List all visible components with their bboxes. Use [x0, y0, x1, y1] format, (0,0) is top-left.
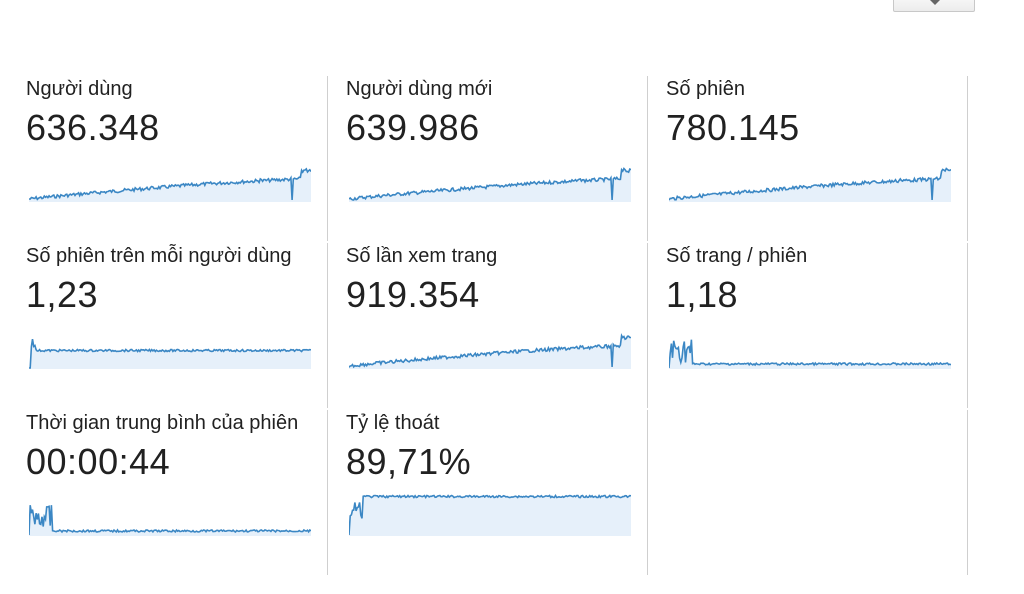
- sparkline-svg: [669, 167, 951, 202]
- sparkline-line: [349, 333, 631, 369]
- metric-card-avg-session-duration[interactable]: Thời gian trung bình của phiên 00:00:44: [8, 410, 328, 577]
- sparkline-line: [669, 339, 951, 369]
- metric-card-bounce-rate[interactable]: Tỷ lệ thoát 89,71%: [328, 410, 648, 577]
- metric-card-new-users[interactable]: Người dùng mới 639.986: [328, 76, 648, 243]
- sparkline-line: [669, 167, 951, 201]
- metric-value: 89,71%: [346, 441, 472, 482]
- metric-label: Người dùng: [26, 78, 133, 100]
- sparkline-area: [29, 505, 311, 536]
- metric-value: 639.986: [346, 107, 480, 148]
- sparkline: [669, 327, 951, 369]
- metric-card-pages-per-session[interactable]: Số trang / phiên 1,18: [648, 243, 968, 410]
- sparkline: [349, 327, 631, 369]
- metric-label: Số phiên trên mỗi người dùng: [26, 245, 292, 267]
- metric-label: Số trang / phiên: [666, 245, 808, 267]
- metrics-grid: Người dùng 636.348 Người dùng mới 639.98…: [8, 76, 968, 577]
- sparkline-svg: [29, 338, 311, 369]
- sparkline-line: [29, 505, 311, 536]
- sparkline: [29, 327, 311, 369]
- metric-value: 780.145: [666, 107, 800, 148]
- sparkline-svg: [349, 167, 631, 202]
- sparkline-area: [669, 168, 951, 202]
- metric-card-users[interactable]: Người dùng 636.348: [8, 76, 328, 243]
- metric-value: 636.348: [26, 107, 160, 148]
- sparkline-line: [349, 167, 631, 201]
- metric-value: 1,23: [26, 274, 99, 315]
- sparkline-area: [349, 495, 631, 536]
- sparkline: [669, 160, 951, 202]
- period-dropdown[interactable]: [893, 0, 975, 12]
- sparkline-svg: [29, 505, 311, 536]
- metric-label: Thời gian trung bình của phiên: [26, 412, 299, 434]
- metric-label: Tỷ lệ thoát: [346, 412, 440, 434]
- sparkline-line: [349, 494, 631, 536]
- sparkline: [29, 494, 311, 536]
- metric-card-sessions-per-user[interactable]: Số phiên trên mỗi người dùng 1,23: [8, 243, 328, 410]
- metric-value: 1,18: [666, 274, 739, 315]
- chevron-down-icon: [930, 0, 940, 5]
- sparkline-line: [29, 338, 311, 369]
- sparkline: [349, 494, 631, 536]
- sparkline-svg: [29, 167, 311, 202]
- metric-card-sessions[interactable]: Số phiên 780.145: [648, 76, 968, 243]
- metric-label: Số phiên: [666, 78, 745, 100]
- sparkline-line: [29, 167, 311, 201]
- sparkline: [29, 160, 311, 202]
- sparkline-svg: [349, 333, 631, 369]
- metric-value: 919.354: [346, 274, 480, 315]
- sparkline: [349, 160, 631, 202]
- sparkline-svg: [349, 494, 631, 536]
- metric-card-pageviews[interactable]: Số lần xem trang 919.354: [328, 243, 648, 410]
- sparkline-area: [29, 339, 311, 369]
- metric-label: Số lần xem trang: [346, 245, 498, 267]
- sparkline-svg: [669, 339, 951, 369]
- sparkline-area: [669, 339, 951, 369]
- metric-value: 00:00:44: [26, 441, 171, 482]
- metric-label: Người dùng mới: [346, 78, 493, 100]
- metric-card-empty: [648, 410, 968, 577]
